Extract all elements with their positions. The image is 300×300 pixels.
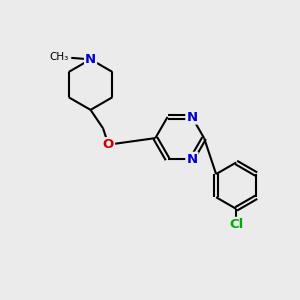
Text: N: N <box>85 53 96 66</box>
Text: CH₃: CH₃ <box>50 52 69 62</box>
Text: N: N <box>186 153 197 166</box>
Text: O: O <box>103 138 114 151</box>
Text: O: O <box>103 138 114 151</box>
Text: N: N <box>186 110 197 124</box>
Text: Cl: Cl <box>229 218 243 231</box>
